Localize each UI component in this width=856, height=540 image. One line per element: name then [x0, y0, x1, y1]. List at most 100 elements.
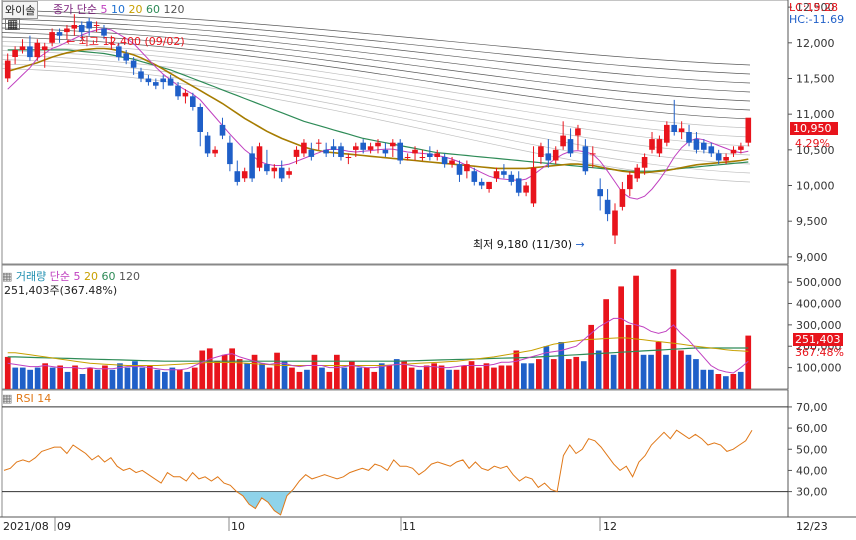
candle-body [212, 149, 218, 154]
long-ma-line [1, 54, 751, 156]
candle-body [671, 124, 677, 132]
current-change: 4.29% [795, 137, 830, 150]
volume-bar [341, 367, 348, 389]
volume-bar [393, 359, 400, 389]
volume-bar [281, 361, 288, 389]
rsi-ytick-label: 30,00 [796, 486, 828, 499]
candle-body [701, 142, 707, 150]
candle-body [353, 146, 359, 150]
candle-body [397, 142, 403, 161]
volume-bar [408, 367, 415, 389]
candle-body [123, 53, 129, 61]
price-legend: 종가 단순 5 10 20 60 120 [53, 1, 184, 17]
volume-bar [438, 365, 445, 389]
time-label-oct: 10 [231, 520, 245, 533]
lc-readout: LC:19.28 [789, 1, 839, 14]
volume-bar [595, 350, 602, 389]
volume-bar [363, 367, 370, 389]
volume-bar [640, 354, 647, 389]
volume-bar [708, 369, 714, 389]
low-arrow-icon: → [575, 238, 585, 251]
candle-body [641, 157, 648, 168]
volume-ma60-line [7, 347, 749, 362]
candle-body [323, 149, 329, 154]
legend-vol-ma5: 단순 5 [49, 270, 81, 283]
candle-body [404, 157, 411, 158]
volume-bar [27, 369, 33, 389]
long-ma-line [1, 59, 751, 165]
low-annotation: 최저 9,180 (11/30) → [473, 238, 585, 251]
candle-body [560, 135, 566, 147]
candle-body [64, 28, 70, 33]
volume-bar [468, 361, 475, 389]
stock-name[interactable]: 와이솔 [2, 1, 39, 19]
candle-body [501, 171, 507, 175]
price-ytick-label: 12,000 [796, 37, 835, 50]
legend-vol-ma120: 120 [119, 270, 141, 283]
volume-bar [737, 371, 744, 389]
volume-bar [423, 365, 430, 389]
candle-body [478, 181, 485, 186]
candle-body [708, 146, 715, 154]
candle-body [390, 142, 396, 147]
volume-bar [64, 371, 71, 389]
candle-body [219, 124, 226, 136]
candle-body [234, 171, 241, 182]
volume-bar [139, 367, 146, 389]
volume-bar [117, 363, 123, 389]
candle-body [4, 60, 11, 79]
long-ma-line [1, 9, 751, 66]
volume-bar [498, 365, 505, 389]
volume-bar [521, 363, 527, 389]
candle-body [241, 171, 248, 179]
volume-bar [625, 324, 632, 389]
volume-bar [648, 354, 654, 389]
price-ytick-label: 11,500 [796, 72, 835, 85]
candle-body [227, 142, 233, 165]
volume-bar [356, 367, 363, 389]
candle-body [278, 167, 285, 179]
candle-body [360, 142, 366, 150]
volume-bar [132, 361, 138, 389]
volume-bar [94, 369, 101, 389]
volume-legend: ▦ 거래량 단순 5 20 60 120 [2, 268, 140, 284]
volume-bar [326, 371, 333, 389]
candle-body [678, 128, 685, 132]
candle-body [464, 164, 470, 172]
candle-body [249, 153, 255, 179]
candle-body [12, 49, 18, 57]
candle-body [449, 160, 455, 165]
candle-body [545, 153, 552, 161]
volume-bar [49, 367, 56, 389]
grid-icon[interactable]: ▦ [5, 17, 21, 31]
rsi-ytick-label: 70,00 [796, 401, 828, 414]
volume-bar [19, 367, 26, 389]
current-volume-badge: 251,403 [793, 333, 843, 346]
volume-bar [199, 350, 206, 389]
rsi-ytick-label: 50,00 [796, 443, 828, 456]
price-ytick-label: 10,500 [796, 144, 835, 157]
candle-body [308, 149, 315, 157]
volume-bar [349, 361, 355, 389]
rsi-line [3, 429, 753, 516]
candle-body [634, 167, 640, 179]
volume-bar [745, 335, 752, 389]
candle-body [456, 164, 463, 175]
long-ma-line [1, 68, 751, 183]
candle-body [597, 189, 603, 197]
volume-bar [610, 354, 617, 389]
volume-bar [513, 350, 520, 389]
volume-bar [371, 371, 378, 389]
volume-ma20-line [7, 337, 749, 366]
volume-bar [214, 361, 220, 389]
candle-body [19, 46, 26, 50]
volume-bar [72, 365, 78, 389]
current-price-badge: 10,950 [790, 122, 838, 135]
long-ma-line [1, 23, 751, 93]
candle-body [582, 146, 589, 172]
volume-bar [431, 363, 437, 389]
volume-bar [206, 348, 213, 389]
candle-body [382, 149, 389, 154]
candle-body [338, 146, 344, 157]
